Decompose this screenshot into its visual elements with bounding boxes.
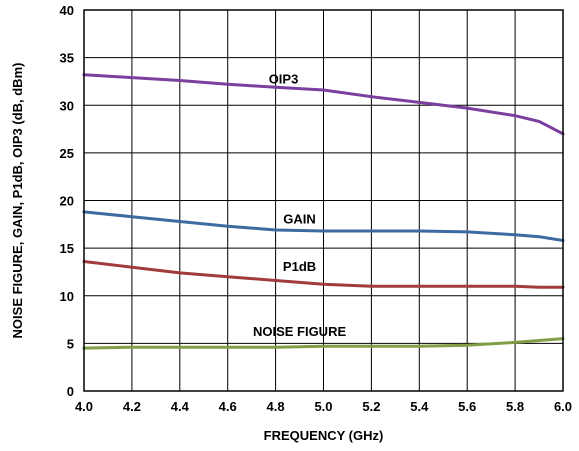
y-tick-label: 0 bbox=[67, 384, 74, 399]
series-labels: OIP3 GAIN P1dB NOISE FIGURE bbox=[253, 71, 347, 338]
oip3-line bbox=[82, 73, 565, 136]
x-tick-label: 5.0 bbox=[314, 399, 332, 414]
x-tick-label: 4.8 bbox=[267, 399, 285, 414]
x-tick-label: 4.0 bbox=[75, 399, 93, 414]
noise-figure-label: NOISE FIGURE bbox=[253, 324, 347, 339]
y-tick-label: 35 bbox=[60, 51, 74, 66]
x-tick-label: 6.0 bbox=[554, 399, 572, 414]
x-tick-label: 4.2 bbox=[123, 399, 141, 414]
x-tick-label: 5.8 bbox=[506, 399, 524, 414]
y-tick-label: 10 bbox=[60, 289, 74, 304]
plot-frame bbox=[83, 9, 564, 392]
y-tick-label: 15 bbox=[60, 241, 74, 256]
p1db-line bbox=[82, 260, 565, 289]
y-tick-label: 40 bbox=[60, 3, 74, 18]
y-tick-labels: 0 5 10 15 20 25 30 35 40 bbox=[60, 3, 74, 399]
p1db-label: P1dB bbox=[283, 259, 316, 274]
gain-line bbox=[82, 210, 565, 242]
series-lines bbox=[82, 73, 565, 350]
gain-label: GAIN bbox=[283, 211, 316, 226]
y-axis-title: NOISE FIGURE, GAIN, P1dB, OIP3 (dB, dBm) bbox=[10, 63, 25, 339]
x-axis-title: FREQUENCY (GHz) bbox=[264, 428, 384, 443]
x-tick-label: 4.4 bbox=[171, 399, 190, 414]
y-tick-label: 30 bbox=[60, 98, 74, 113]
oip3-label: OIP3 bbox=[269, 71, 299, 86]
x-tick-label: 4.6 bbox=[219, 399, 237, 414]
x-tick-label: 5.2 bbox=[362, 399, 380, 414]
x-tick-label: 5.4 bbox=[410, 399, 429, 414]
y-tick-label: 20 bbox=[60, 194, 74, 209]
y-tick-label: 25 bbox=[60, 146, 74, 161]
y-tick-label: 5 bbox=[67, 336, 74, 351]
noise-figure-line bbox=[82, 337, 565, 350]
x-tick-label: 5.6 bbox=[458, 399, 476, 414]
x-tick-labels: 4.0 4.2 4.4 4.6 4.8 5.0 5.2 5.4 5.6 5.8 6.0 bbox=[75, 399, 572, 414]
